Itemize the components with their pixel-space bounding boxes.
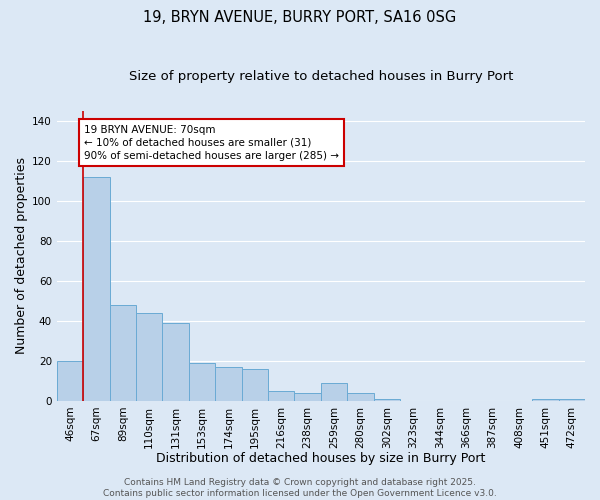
Bar — [268, 391, 295, 401]
Bar — [83, 176, 110, 401]
Text: Contains HM Land Registry data © Crown copyright and database right 2025.
Contai: Contains HM Land Registry data © Crown c… — [103, 478, 497, 498]
Text: 19 BRYN AVENUE: 70sqm
← 10% of detached houses are smaller (31)
90% of semi-deta: 19 BRYN AVENUE: 70sqm ← 10% of detached … — [84, 124, 339, 161]
Title: Size of property relative to detached houses in Burry Port: Size of property relative to detached ho… — [129, 70, 513, 83]
Bar — [57, 361, 83, 401]
Text: 19, BRYN AVENUE, BURRY PORT, SA16 0SG: 19, BRYN AVENUE, BURRY PORT, SA16 0SG — [143, 10, 457, 25]
Bar — [532, 399, 559, 401]
Bar — [189, 363, 215, 401]
Bar — [242, 369, 268, 401]
Bar — [136, 313, 163, 401]
Bar — [559, 399, 585, 401]
Bar — [215, 367, 242, 401]
Bar — [295, 393, 321, 401]
Bar — [110, 305, 136, 401]
X-axis label: Distribution of detached houses by size in Burry Port: Distribution of detached houses by size … — [156, 452, 485, 465]
Bar — [374, 399, 400, 401]
Bar — [163, 323, 189, 401]
Y-axis label: Number of detached properties: Number of detached properties — [15, 157, 28, 354]
Bar — [321, 383, 347, 401]
Bar — [347, 393, 374, 401]
